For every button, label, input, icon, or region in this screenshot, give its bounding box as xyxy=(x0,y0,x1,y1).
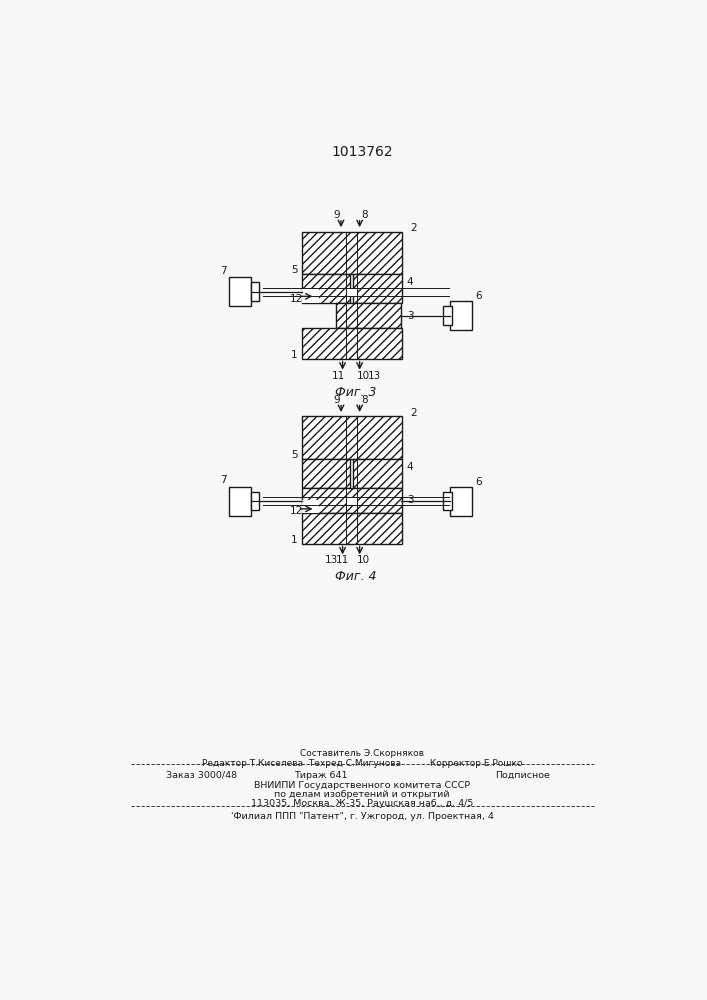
Text: ВНИИПИ Государственного комитета СССР: ВНИИПИ Государственного комитета СССР xyxy=(254,781,470,790)
Text: 'Филиал ППП "Патент", г. Ужгород, ул. Проектная, 4: 'Филиал ППП "Патент", г. Ужгород, ул. Пр… xyxy=(230,812,493,821)
Text: 1013762: 1013762 xyxy=(331,145,393,159)
Text: Заказ 3000/48: Заказ 3000/48 xyxy=(166,771,237,780)
Bar xyxy=(301,513,402,544)
Text: 9: 9 xyxy=(333,395,339,405)
Bar xyxy=(450,301,472,330)
Text: по делам изобретений и открытий: по делам изобретений и открытий xyxy=(274,790,450,799)
Text: 1: 1 xyxy=(291,535,298,545)
Text: 12: 12 xyxy=(290,294,303,304)
Bar xyxy=(301,274,351,303)
Text: 113035, Москва, Ж-35, Раушская наб., д. 4/5: 113035, Москва, Ж-35, Раушская наб., д. … xyxy=(251,799,473,808)
Text: Тираж 641: Тираж 641 xyxy=(294,771,348,780)
Bar xyxy=(346,288,357,296)
Text: Составитель Э.Скорняков: Составитель Э.Скорняков xyxy=(300,749,424,758)
Bar xyxy=(301,289,319,303)
Text: 13: 13 xyxy=(325,555,337,565)
Bar xyxy=(301,232,402,274)
Bar xyxy=(301,416,402,459)
Bar xyxy=(450,487,472,516)
Bar xyxy=(251,492,259,510)
Text: 1: 1 xyxy=(291,350,298,360)
Bar xyxy=(301,488,402,513)
Text: 2: 2 xyxy=(410,408,416,418)
Bar xyxy=(301,500,319,513)
Text: 12: 12 xyxy=(290,506,303,516)
Text: 4: 4 xyxy=(407,462,414,472)
Bar xyxy=(346,497,357,505)
Text: 11: 11 xyxy=(332,371,345,381)
Text: 10: 10 xyxy=(357,371,370,381)
Text: 5: 5 xyxy=(291,450,298,460)
Text: Подписное: Подписное xyxy=(495,771,550,780)
Text: 10: 10 xyxy=(357,555,370,565)
Bar xyxy=(443,492,452,510)
Bar xyxy=(337,303,401,328)
Text: 4: 4 xyxy=(407,277,414,287)
Bar xyxy=(230,487,251,516)
Text: 11: 11 xyxy=(336,555,349,565)
Text: 6: 6 xyxy=(475,291,481,301)
Text: 7: 7 xyxy=(220,266,226,276)
Text: Редактор Т.Киселева  Техред С.Мигунова          Корректор Е.Рошко: Редактор Т.Киселева Техред С.Мигунова Ко… xyxy=(201,759,522,768)
Text: 8: 8 xyxy=(362,210,368,220)
Text: 8: 8 xyxy=(362,395,368,405)
Text: Фиг. 3: Фиг. 3 xyxy=(335,386,377,399)
Bar xyxy=(301,328,402,359)
Text: 5: 5 xyxy=(291,265,298,275)
Bar xyxy=(251,282,259,301)
Bar xyxy=(354,459,402,488)
Bar xyxy=(443,306,452,325)
Text: Фиг. 4: Фиг. 4 xyxy=(335,570,377,583)
Text: 2: 2 xyxy=(410,223,416,233)
Text: 6: 6 xyxy=(475,477,481,487)
Text: 9: 9 xyxy=(333,210,339,220)
Bar xyxy=(354,274,402,303)
Text: 3: 3 xyxy=(407,495,414,505)
Bar xyxy=(230,277,251,306)
Bar xyxy=(301,459,351,488)
Text: 7: 7 xyxy=(220,475,226,485)
Text: 13: 13 xyxy=(368,371,381,381)
Text: 3: 3 xyxy=(407,311,414,321)
